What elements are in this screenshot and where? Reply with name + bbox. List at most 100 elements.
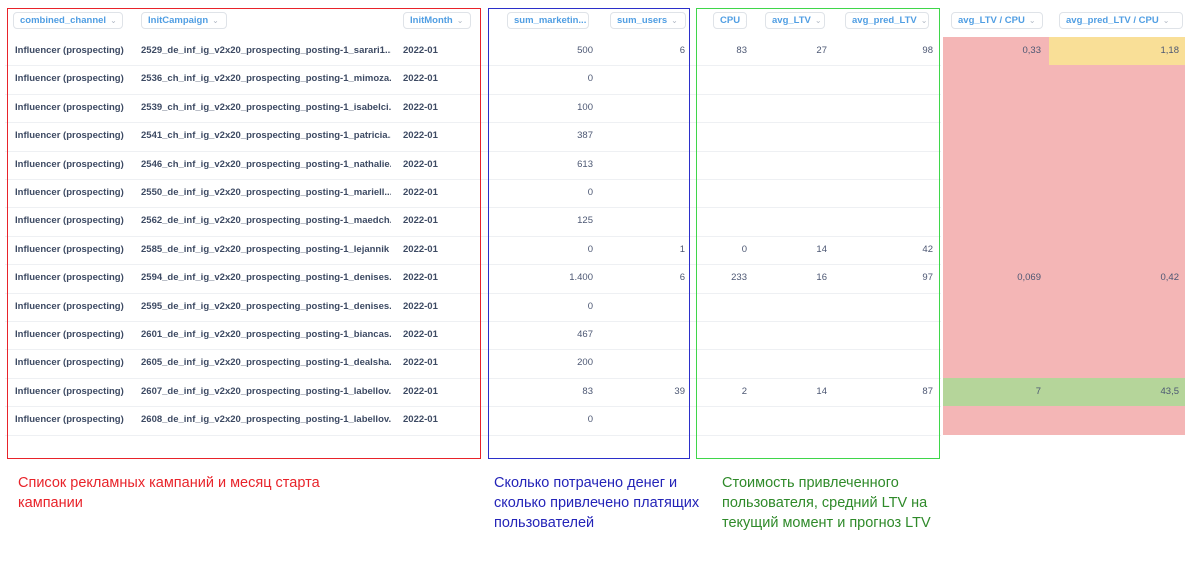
heat-cell-ltv-cpu (943, 264, 1049, 294)
cell-channel: Influencer (prospecting) (15, 73, 124, 85)
cell-channel: Influencer (prospecting) (15, 414, 124, 426)
cell-ltv-cpu (949, 349, 1041, 377)
cell-pred-ltv-cpu: 1,18 (1160, 45, 1180, 56)
cell-month: 2022-01 (403, 158, 438, 170)
cell-ltv-cpu: 0,069 (1017, 272, 1041, 284)
column-header-initCampaign[interactable]: InitCampaign ⌄ (141, 12, 227, 29)
column-header-label: avg_pred_LTV / CPU (1066, 15, 1159, 26)
heat-cell-pred-ltv-cpu (1049, 65, 1185, 95)
chevron-down-icon: ⌄ (814, 16, 822, 25)
cell-cpu: 83 (736, 45, 747, 56)
column-header-sum-marketing[interactable]: sum_marketin...⌄ (507, 12, 589, 29)
column-header-label: avg_pred_LTV (852, 15, 917, 26)
cell-avg-ltv: 14 (816, 385, 827, 397)
cell-spend: 500 (577, 45, 593, 56)
heat-cell-pred-ltv-cpu (1049, 406, 1185, 436)
campaign-list-highlight-box (7, 8, 481, 459)
cell-campaign: 2529_de_inf_ig_v2x20_prospecting_posting… (141, 45, 391, 56)
cell-month: 2022-01 (403, 187, 438, 198)
row-divider (5, 377, 941, 379)
ltv-highlight-box (696, 8, 940, 459)
cell-month: 2022-01 (403, 414, 438, 426)
heat-cell-ltv-cpu (943, 150, 1049, 180)
row-divider (5, 235, 941, 237)
cell-campaign: 2594_de_inf_ig_v2x20_prospecting_posting… (141, 272, 391, 284)
row-divider (5, 292, 941, 294)
column-header-ltv-cpu[interactable]: avg_LTV / CPU ⌄ (951, 12, 1043, 29)
cell-pred-ltv-cpu (1055, 122, 1179, 150)
cell-campaign: 2539_ch_inf_ig_v2x20_prospecting_posting… (141, 101, 391, 113)
cell-channel: Influencer (prospecting) (15, 300, 124, 312)
cell-cpu: 0 (741, 243, 747, 255)
cell-channel: Influencer (prospecting) (15, 215, 124, 227)
row-divider (5, 434, 941, 436)
column-header-combined-channel[interactable]: combined_channel ⌄ (13, 12, 123, 29)
column-header-initMonth[interactable]: InitMonth ⌄ (403, 12, 471, 29)
cell-campaign: 2595_de_inf_ig_v2x20_prospecting_posting… (141, 300, 391, 312)
row-divider (5, 179, 941, 180)
spend-users-highlight-box (488, 8, 690, 459)
cell-month: 2022-01 (403, 73, 438, 85)
cell-campaign: 2605_de_inf_ig_v2x20_prospecting_posting… (141, 357, 391, 369)
chevron-down-icon: ⌄ (212, 16, 219, 25)
row-divider (5, 93, 941, 95)
column-header-label: CPU (720, 15, 741, 26)
cell-avg-ltv: 16 (816, 272, 827, 284)
cell-campaign: 2601_de_inf_ig_v2x20_prospecting_posting… (141, 329, 391, 340)
cell-users: 1 (679, 243, 685, 255)
heat-cell-ltv-cpu (943, 179, 1049, 208)
cell-channel: Influencer (prospecting) (15, 272, 124, 284)
heat-cell-ltv-cpu (943, 321, 1049, 350)
heat-cell-pred-ltv-cpu (1049, 264, 1185, 294)
heat-cell-ltv-cpu (943, 235, 1049, 265)
cell-pred-ltv-cpu (1055, 179, 1179, 207)
heat-cell-pred-ltv-cpu (1049, 93, 1185, 123)
cell-spend: 0 (587, 243, 593, 255)
cell-spend: 200 (577, 357, 593, 369)
cell-pred-ltv-cpu (1055, 65, 1179, 93)
heat-cell-ltv-cpu (943, 93, 1049, 123)
cell-users: 39 (674, 385, 685, 397)
cell-pred-ltv-cpu (1055, 349, 1179, 377)
cell-channel: Influencer (prospecting) (15, 187, 124, 198)
heat-cell-pred-ltv-cpu (1049, 349, 1185, 379)
heat-cell-ltv-cpu (943, 349, 1049, 379)
cell-campaign: 2541_ch_inf_ig_v2x20_prospecting_posting… (141, 130, 391, 142)
cell-ltv-cpu (949, 236, 1041, 264)
cell-pred-ltv-cpu (1055, 321, 1179, 349)
cell-spend: 0 (587, 414, 593, 426)
cell-campaign: 2550_de_inf_ig_v2x20_prospecting_posting… (141, 187, 391, 198)
cell-spend: 0 (587, 187, 593, 198)
column-header-pred-ltv-cpu[interactable]: avg_pred_LTV / CPU ⌄ (1059, 12, 1183, 29)
cell-month: 2022-01 (403, 215, 438, 227)
cell-ltv-cpu (949, 321, 1041, 349)
cell-cpu: 233 (731, 272, 747, 284)
cell-cpu: 2 (741, 385, 747, 397)
spend-users-annotation: Сколько потрачено денег и сколько привле… (494, 475, 700, 531)
campaign-list-annotation: Список рекламных кампаний и месяц старта… (18, 475, 320, 511)
cell-users: 6 (679, 272, 685, 284)
chevron-down-icon: ⌄ (920, 16, 928, 25)
cell-channel: Influencer (prospecting) (15, 329, 124, 340)
chevron-down-icon: ⌄ (1028, 16, 1036, 25)
cell-channel: Influencer (prospecting) (15, 357, 124, 369)
column-header-sum-users[interactable]: sum_users ⌄ (610, 12, 686, 29)
heat-cell-ltv-cpu (943, 207, 1049, 237)
cell-channel: Influencer (prospecting) (15, 101, 124, 113)
cell-ltv-cpu (949, 207, 1041, 235)
column-header-label: avg_LTV / CPU (958, 15, 1025, 26)
cell-spend: 83 (582, 385, 593, 397)
cell-pred-ltv-cpu (1055, 293, 1179, 321)
column-header-avg-ltv[interactable]: avg_LTV ⌄ (765, 12, 825, 29)
column-header-cpu[interactable]: CPU⌄ (713, 12, 747, 29)
heat-cell-pred-ltv-cpu (1049, 37, 1185, 66)
cell-pred-ltv-cpu (1055, 94, 1179, 122)
cell-month: 2022-01 (403, 300, 438, 312)
cell-ltv-cpu (949, 406, 1041, 434)
cell-users: 6 (679, 45, 685, 56)
heat-cell-pred-ltv-cpu (1049, 321, 1185, 350)
column-header-avg-pred-ltv[interactable]: avg_pred_LTV ⌄ (845, 12, 929, 29)
row-divider (5, 321, 941, 322)
cell-month: 2022-01 (403, 357, 438, 369)
cell-avg-ltv: 14 (816, 243, 827, 255)
